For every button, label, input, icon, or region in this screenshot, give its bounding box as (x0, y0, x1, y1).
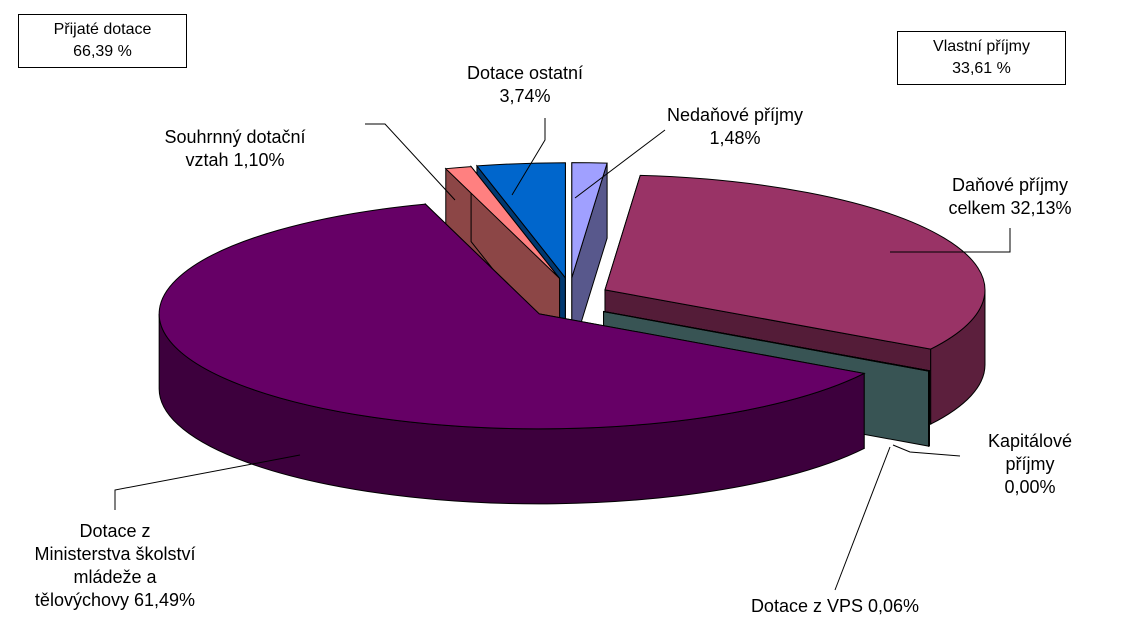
slice (603, 311, 931, 372)
slice-label: Dotace ostatní 3,74% (467, 62, 583, 108)
group-value: 66,39 % (73, 43, 132, 60)
value-label: 1,10% (233, 150, 285, 170)
value-label: 1,48% (709, 128, 761, 148)
leader-line (890, 228, 1011, 253)
value-label: 0,06% (868, 596, 920, 616)
slice (571, 162, 608, 278)
leader-line (892, 444, 961, 457)
slice-label: Kapitálové příjmy 0,00% (974, 430, 1087, 499)
leader-line (574, 129, 666, 199)
group-box: Přijaté dotace 66,39 % (18, 14, 187, 68)
leader-line (511, 118, 546, 196)
group-name: Přijaté dotace (53, 21, 152, 38)
category-label: Dotace ostatní (466, 63, 584, 83)
value-label: 61,49% (133, 590, 196, 610)
slice-label: Daňové příjmy celkem 32,13% (948, 174, 1071, 220)
slice-label: Souhrnný dotační vztah 1,10% (164, 126, 305, 172)
slice (604, 174, 986, 350)
category-label: Kapitálové příjmy (987, 431, 1073, 474)
slice-wall (928, 369, 930, 447)
category-label: Daňové příjmy celkem (948, 175, 1069, 218)
value-label: 0,00% (1004, 477, 1056, 497)
leader-line (834, 446, 891, 591)
category-label: Nedaňové příjmy (666, 105, 804, 125)
value-label: 32,13% (1010, 198, 1072, 218)
slice-label: Nedaňové příjmy 1,48% (667, 104, 803, 150)
leader-line (365, 123, 456, 201)
value-label: 3,74% (499, 86, 551, 106)
slice (475, 162, 566, 280)
slice (158, 203, 866, 430)
category-label: Dotace z VPS (750, 596, 863, 616)
slice-label: Dotace z Ministerstva školství mládeže a… (34, 520, 195, 612)
group-name: Vlastní příjmy (933, 38, 1030, 55)
category-label: Dotace z Ministerstva školství mládeže a… (34, 521, 196, 610)
category-label: Souhrnný dotační vztah (164, 127, 306, 170)
group-value: 33,61 % (952, 60, 1011, 77)
slice-label: Dotace z VPS 0,06% (751, 595, 919, 618)
leader-line (114, 454, 301, 510)
group-box: Vlastní příjmy 33,61 % (897, 31, 1066, 85)
slice (444, 166, 560, 279)
